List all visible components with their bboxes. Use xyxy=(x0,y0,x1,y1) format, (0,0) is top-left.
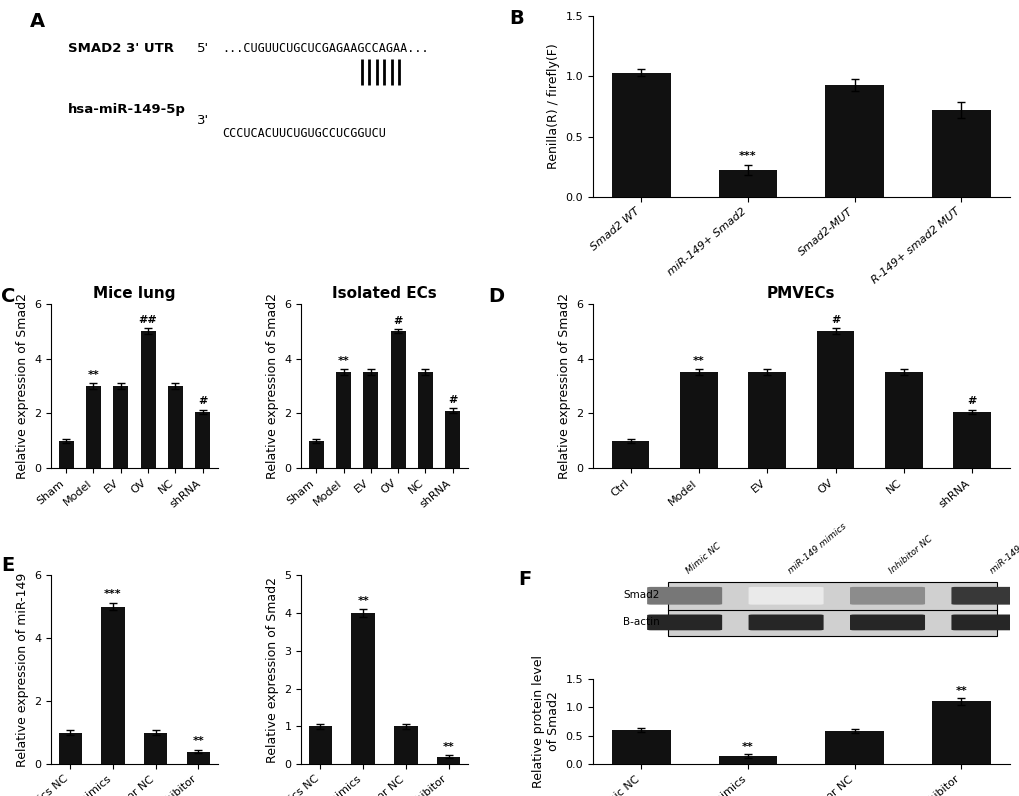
Text: ***: *** xyxy=(739,150,756,161)
Bar xyxy=(953,412,989,468)
Bar xyxy=(611,72,669,197)
Text: D: D xyxy=(488,287,504,306)
Text: ##: ## xyxy=(139,314,157,325)
Bar xyxy=(418,373,432,468)
FancyBboxPatch shape xyxy=(849,615,924,630)
Y-axis label: Relative expression of Smad2: Relative expression of Smad2 xyxy=(266,293,278,479)
Text: **: ** xyxy=(193,736,204,746)
Text: **: ** xyxy=(357,596,369,606)
Bar xyxy=(195,412,210,468)
Bar xyxy=(931,110,989,197)
Text: ...CUGUUCUGCUCGAGAAGCCAGAA...: ...CUGUUCUGCUCGAGAAGCCAGAA... xyxy=(222,42,428,55)
Y-axis label: Relative protein level
of Smad2: Relative protein level of Smad2 xyxy=(532,655,559,788)
FancyBboxPatch shape xyxy=(849,587,924,605)
Bar xyxy=(141,331,155,468)
Y-axis label: Relative expression of Smad2: Relative expression of Smad2 xyxy=(557,293,570,479)
FancyBboxPatch shape xyxy=(951,587,1019,605)
FancyBboxPatch shape xyxy=(748,615,822,630)
Y-axis label: Relative expression of Smad2: Relative expression of Smad2 xyxy=(15,293,29,479)
Text: Smad2: Smad2 xyxy=(623,591,659,600)
Text: B-actin: B-actin xyxy=(623,618,659,627)
Bar xyxy=(309,726,332,764)
Bar xyxy=(931,701,989,764)
Bar xyxy=(144,732,167,764)
Text: miR-149 mimics: miR-149 mimics xyxy=(786,521,847,575)
Text: #: # xyxy=(198,396,207,407)
FancyBboxPatch shape xyxy=(748,587,822,605)
Bar xyxy=(86,386,101,468)
FancyBboxPatch shape xyxy=(951,615,1019,630)
Bar xyxy=(335,373,351,468)
Text: **: ** xyxy=(337,356,350,366)
Bar xyxy=(816,331,854,468)
Text: **: ** xyxy=(88,370,99,380)
Bar xyxy=(58,441,73,468)
Title: Mice lung: Mice lung xyxy=(93,286,175,301)
Y-axis label: Renilla(R) / firefly(F): Renilla(R) / firefly(F) xyxy=(546,44,559,170)
Bar xyxy=(824,84,883,197)
Y-axis label: Relative expression of Smad2: Relative expression of Smad2 xyxy=(266,576,278,763)
Text: **: ** xyxy=(442,742,454,752)
Text: CCCUCACUUCUGUGCCUCGGUCU: CCCUCACUUCUGUGCCUCGGUCU xyxy=(222,127,385,140)
Bar xyxy=(309,441,323,468)
Y-axis label: Relative expression of miR-149: Relative expression of miR-149 xyxy=(15,572,29,767)
Text: SMAD2 3' UTR: SMAD2 3' UTR xyxy=(67,42,173,55)
Bar xyxy=(748,373,786,468)
Title: PMVECs: PMVECs xyxy=(766,286,835,301)
Bar xyxy=(611,441,649,468)
Text: Inhibitor NC: Inhibitor NC xyxy=(887,534,933,575)
Bar xyxy=(101,607,124,764)
Text: Mimic NC: Mimic NC xyxy=(684,541,722,575)
Text: miR-149 Inhibitor: miR-149 Inhibitor xyxy=(988,517,1019,575)
Text: #: # xyxy=(393,316,403,326)
Bar xyxy=(58,732,82,764)
Bar xyxy=(363,373,378,468)
Bar xyxy=(611,730,669,764)
FancyBboxPatch shape xyxy=(667,582,997,635)
Bar xyxy=(113,386,128,468)
Bar xyxy=(168,386,182,468)
Title: Isolated ECs: Isolated ECs xyxy=(332,286,436,301)
Text: #: # xyxy=(830,314,840,325)
Bar xyxy=(393,726,417,764)
Text: C: C xyxy=(1,287,15,306)
Text: F: F xyxy=(518,570,531,589)
Text: **: ** xyxy=(692,356,704,366)
Bar xyxy=(718,170,776,197)
Text: **: ** xyxy=(742,742,753,752)
Bar xyxy=(390,331,406,468)
Text: #: # xyxy=(966,396,976,407)
Bar xyxy=(436,756,460,764)
Text: E: E xyxy=(1,556,14,576)
Bar xyxy=(352,613,375,764)
Text: #: # xyxy=(447,395,457,405)
Text: **: ** xyxy=(955,685,966,696)
Bar xyxy=(680,373,717,468)
Text: 5': 5' xyxy=(197,42,209,55)
Bar xyxy=(186,751,210,764)
Bar xyxy=(824,731,883,764)
Text: ***: *** xyxy=(104,589,121,599)
FancyBboxPatch shape xyxy=(646,615,721,630)
Text: 3': 3' xyxy=(197,115,209,127)
FancyBboxPatch shape xyxy=(646,587,721,605)
Text: B: B xyxy=(510,9,524,28)
Text: A: A xyxy=(31,12,45,31)
Bar xyxy=(718,756,776,764)
Bar xyxy=(445,411,460,468)
Text: hsa-miR-149-5p: hsa-miR-149-5p xyxy=(67,103,185,116)
Bar xyxy=(884,373,921,468)
